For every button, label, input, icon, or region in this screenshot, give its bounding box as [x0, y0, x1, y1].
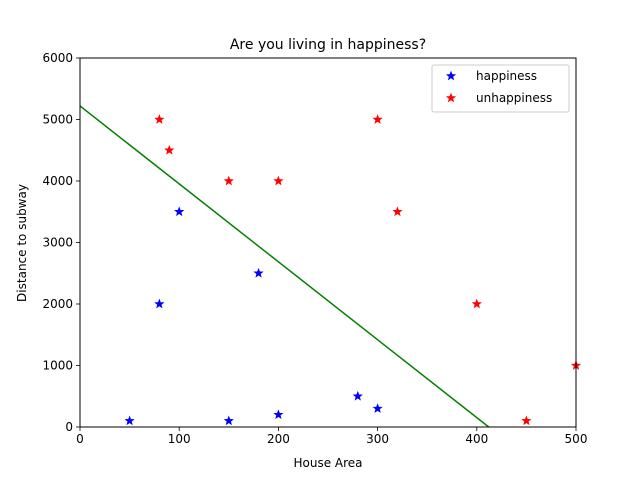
happiness-point: [253, 267, 264, 278]
unhappiness-point: [154, 114, 165, 124]
plot-content: [80, 105, 490, 427]
x-tick-label: 500: [565, 432, 588, 446]
unhappiness-point: [521, 415, 532, 426]
x-tick-label: 0: [76, 432, 84, 446]
plot-area: [80, 105, 582, 427]
series-happiness: [124, 206, 383, 426]
y-tick-label: 0: [65, 420, 73, 434]
y-tick-label: 1000: [42, 359, 73, 373]
y-tick-label: 2000: [42, 297, 73, 311]
legend-marker-unhappiness: [445, 92, 457, 103]
happiness-point: [174, 206, 185, 217]
unhappiness-point: [392, 206, 403, 217]
happiness-point: [372, 403, 383, 413]
y-axis-label: Distance to subway: [15, 184, 29, 302]
x-tick-label: 100: [168, 432, 191, 446]
happiness-point: [273, 409, 284, 420]
axes-frame: [79, 57, 577, 428]
x-axis-label: House Area: [293, 456, 362, 470]
series-unhappiness: [154, 114, 582, 426]
unhappiness-point: [223, 175, 234, 186]
x-tick-label: 400: [465, 432, 488, 446]
y-tick-label: 4000: [42, 174, 73, 188]
decision-boundary-line: [80, 105, 490, 427]
happiness-point: [124, 415, 135, 426]
legend-label-happiness: happiness: [476, 69, 537, 83]
x-tick-label: 300: [366, 432, 389, 446]
y-tick-label: 5000: [42, 113, 73, 127]
y-tick-label: 3000: [42, 236, 73, 250]
x-tick-label: 200: [267, 432, 290, 446]
happiness-point: [352, 390, 363, 401]
y-tick-label: 6000: [42, 51, 73, 65]
happiness-point: [154, 298, 165, 309]
legend-marker-happiness: [445, 70, 457, 81]
unhappiness-point: [164, 144, 175, 155]
unhappiness-point: [471, 298, 482, 309]
axes: 0 100 200 300 400 500010002000300040005000600…: [42, 51, 587, 446]
legend-label-unhappiness: unhappiness: [476, 91, 552, 105]
legend: happiness unhappiness: [431, 64, 570, 113]
chart-title: Are you living in happiness?: [230, 37, 426, 53]
unhappiness-point: [273, 175, 284, 186]
unhappiness-point: [372, 114, 383, 124]
happiness-point: [223, 415, 234, 426]
legend-box: [431, 64, 570, 113]
